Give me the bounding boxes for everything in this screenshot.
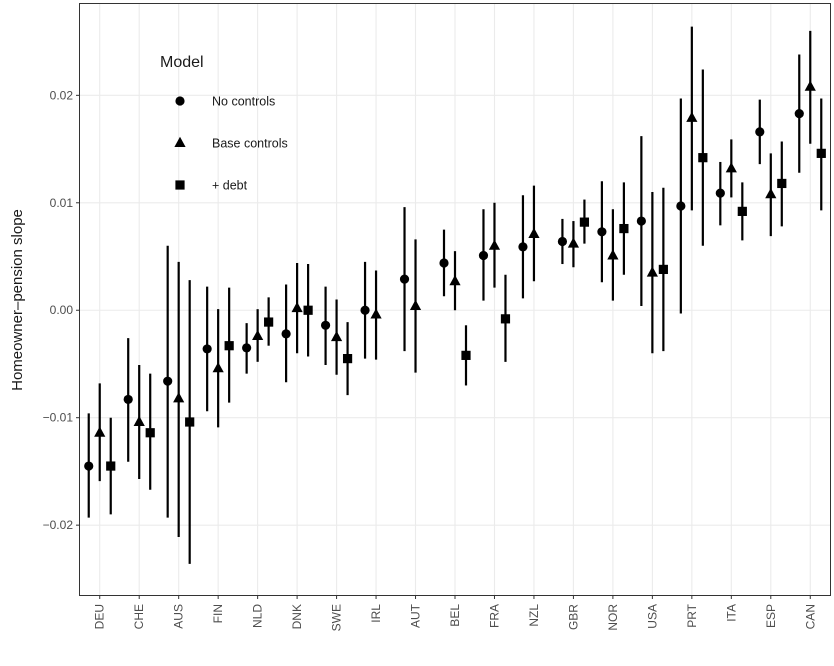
y-axis-title: Homeowner–pension slope xyxy=(9,209,26,391)
point-no-controls xyxy=(84,461,94,471)
point-no-controls xyxy=(636,216,646,226)
legend-key-no-controls xyxy=(175,96,185,106)
x-axis: DEU CHE AUS FIN NLD DNK SWE IRL AUT BEL FRA NZL GBR N… xyxy=(93,595,817,631)
point-base-controls xyxy=(252,329,264,341)
x-tick-label: PRT xyxy=(685,603,699,627)
legend-label-base-controls: Base controls xyxy=(212,137,288,151)
x-tick-label: BEL xyxy=(448,604,462,627)
point-debt xyxy=(461,350,471,360)
point-debt xyxy=(777,178,787,189)
point-base-controls xyxy=(567,237,580,248)
legend-label-debt: + debt xyxy=(212,179,248,193)
legend-items: No controls Base controls + debt xyxy=(174,95,288,193)
legend-key-debt xyxy=(175,180,185,190)
point-no-controls xyxy=(360,305,370,315)
point-no-controls xyxy=(676,201,686,211)
x-tick-label: NLD xyxy=(251,604,265,628)
point-no-controls xyxy=(123,394,133,405)
point-no-controls xyxy=(281,329,291,339)
point-debt xyxy=(698,153,708,163)
x-tick-label: SWE xyxy=(330,604,344,631)
x-tick-label: AUS xyxy=(172,604,186,629)
point-debt xyxy=(342,354,353,364)
point-no-controls xyxy=(242,343,252,353)
point-no-controls xyxy=(715,188,725,198)
point-base-controls xyxy=(212,362,224,373)
point-base-controls xyxy=(528,227,540,238)
x-tick-label: FIN xyxy=(211,604,225,623)
point-debt xyxy=(264,317,274,327)
x-tick-label: NZL xyxy=(527,604,541,627)
point-no-controls xyxy=(399,274,410,284)
point-debt xyxy=(579,217,590,227)
point-debt xyxy=(500,314,511,324)
point-base-controls xyxy=(370,308,382,319)
point-base-controls xyxy=(725,162,737,173)
point-debt xyxy=(303,305,313,315)
point-no-controls xyxy=(202,344,212,354)
point-no-controls xyxy=(794,109,804,119)
point-no-controls xyxy=(755,127,765,137)
x-tick-label: USA xyxy=(645,604,659,629)
y-axis: −0.02 −0.01 0.00 0.01 0.02 xyxy=(43,88,80,532)
point-no-controls xyxy=(597,227,607,237)
point-debt xyxy=(145,428,155,438)
point-debt xyxy=(737,206,747,216)
y-tick-label: 0.00 xyxy=(50,303,74,317)
point-debt xyxy=(619,223,629,234)
legend-title: Model xyxy=(160,54,204,71)
legend-key-base-controls xyxy=(174,136,186,147)
x-tick-label: ITA xyxy=(724,604,738,622)
point-base-controls xyxy=(409,299,422,310)
point-no-controls xyxy=(439,258,449,268)
legend-label-no-controls: No controls xyxy=(212,95,275,109)
point-debt xyxy=(106,461,116,471)
point-base-controls xyxy=(449,275,461,286)
x-tick-label: FRA xyxy=(487,604,501,628)
point-no-controls xyxy=(518,242,528,252)
x-tick-label: AUT xyxy=(409,603,423,628)
point-no-controls xyxy=(163,376,173,386)
x-tick-label: IRL xyxy=(369,604,383,623)
point-base-controls xyxy=(804,80,816,91)
point-base-controls xyxy=(607,249,619,260)
y-tick-label: −0.01 xyxy=(43,411,74,425)
y-tick-label: 0.01 xyxy=(50,196,74,210)
data-points xyxy=(84,80,826,471)
y-tick-label: 0.02 xyxy=(50,88,74,102)
y-tick-label: −0.02 xyxy=(43,518,74,532)
point-base-controls xyxy=(291,301,303,313)
point-no-controls xyxy=(320,320,331,330)
x-tick-label: ESP xyxy=(764,604,778,628)
point-base-controls xyxy=(765,187,777,199)
point-base-controls xyxy=(686,111,698,122)
legend: Model No controls Base controls + debt xyxy=(160,54,288,193)
point-no-controls xyxy=(557,236,568,247)
point-base-controls xyxy=(133,415,145,426)
x-tick-label: CAN xyxy=(803,604,817,629)
x-tick-label: DNK xyxy=(290,604,304,629)
point-base-controls xyxy=(173,392,185,403)
x-tick-label: GBR xyxy=(566,604,580,630)
point-debt xyxy=(185,417,195,427)
point-base-controls xyxy=(646,266,658,277)
point-debt xyxy=(816,148,826,158)
point-debt xyxy=(658,264,668,275)
point-base-controls xyxy=(488,239,501,250)
point-debt xyxy=(224,341,234,351)
x-tick-label: CHE xyxy=(132,604,146,629)
point-base-controls xyxy=(94,426,106,437)
x-tick-label: DEU xyxy=(93,604,107,629)
point-no-controls xyxy=(478,250,489,261)
x-tick-label: NOR xyxy=(606,604,620,631)
point-base-controls xyxy=(330,330,343,342)
